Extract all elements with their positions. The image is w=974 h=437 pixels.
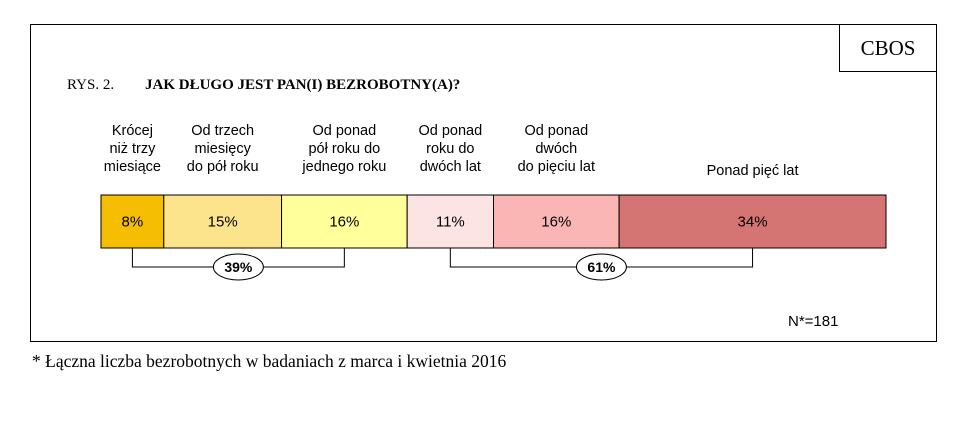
cbos-logo: CBOS xyxy=(839,24,937,72)
data-label: 16% xyxy=(329,214,359,231)
category-label-od-ponad-pol-roku-do-jednego-roku: Od ponad pół roku do jednego roku xyxy=(301,123,386,175)
sample-size-note: N*=181 xyxy=(788,313,839,330)
category-label-od-ponad-roku-do-dwoch-lat: Od ponad roku do dwóch lat xyxy=(418,123,482,175)
footnote: * Łączna liczba bezrobotnych w badaniach… xyxy=(32,351,507,371)
category-label-ponad-piec-lat: Ponad pięć lat xyxy=(707,163,799,179)
group-brackets: 39% 61% xyxy=(131,248,754,281)
category-labels: Krócej niż trzy miesiące Od trzech miesięcy d… xyxy=(104,123,799,179)
data-label: 11% xyxy=(436,214,465,231)
data-label: 34% xyxy=(738,214,768,231)
figure-label: RYS. 2. xyxy=(67,77,115,93)
bar-segments: 8% 15% 16% 11% 16% 34% xyxy=(100,194,887,249)
group-total-oval xyxy=(212,253,264,281)
group-total-label: 61% xyxy=(587,259,616,275)
data-label: 8% xyxy=(122,214,144,231)
bar-segment-od-trzech-miesiecy-do-pol-roku xyxy=(163,194,283,249)
category-label-od-trzech-miesiecy-do-pol-roku: Od trzech miesięcy do pół roku xyxy=(187,123,259,175)
chart-frame xyxy=(30,24,937,342)
chart-title: JAK DŁUGO JEST PAN(I) BEZROBOTNY(A)? xyxy=(145,77,461,93)
group-total-oval xyxy=(575,253,627,281)
data-label: 15% xyxy=(208,214,238,231)
data-label: 16% xyxy=(541,214,571,231)
group-total-label: 39% xyxy=(224,259,253,275)
category-label-krocej-niz-trzy-miesiace: Krócej niż trzy miesiące xyxy=(104,123,161,175)
bar-segment-ponad-piec-lat xyxy=(618,194,887,249)
category-label-od-ponad-dwoch-do-pieciu-lat: Od ponad dwóch do pięciu lat xyxy=(518,123,595,175)
